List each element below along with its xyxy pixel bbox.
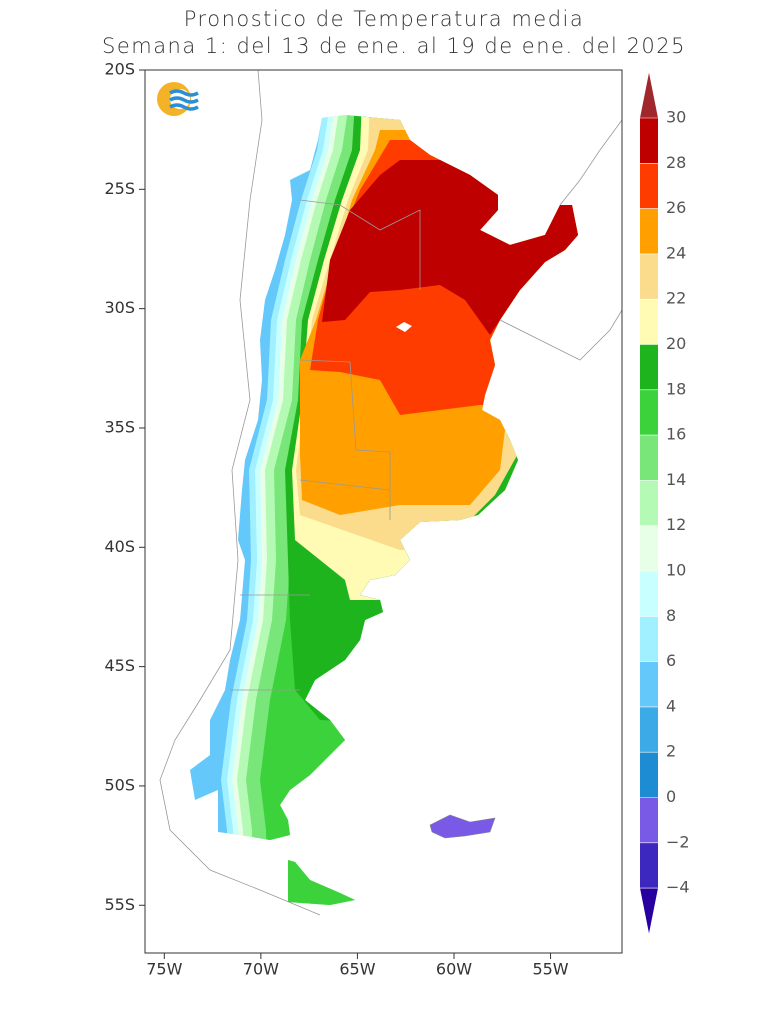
title-line: Pronostico de Temperatura media [184,7,585,31]
colorbar-label: 22 [666,289,686,308]
colorbar-label: 4 [666,696,676,715]
colorbar-end [640,888,658,934]
colorbar-band [640,525,658,571]
colorbar-band [640,661,658,707]
colorbar-label: −2 [666,832,690,851]
colorbar-band [640,299,658,345]
colorbar-label: 2 [666,742,676,761]
colorbar-band [640,480,658,526]
colorbar-band [640,389,658,436]
colorbar-label: 8 [666,606,676,625]
borders [159,69,623,916]
colorbar-label: 14 [666,470,686,489]
colorbar-label: 12 [666,515,686,534]
x-tick-label: 55W [532,960,568,979]
colorbar-label: 24 [666,243,686,262]
y-tick-label: 45S [104,656,135,675]
colorbar-band [640,208,658,254]
brazil-border [559,119,623,206]
colorbar-band [640,118,658,164]
logo [157,82,199,116]
province-borders [230,199,421,691]
colorbar-label: 18 [666,379,686,398]
map-frame [144,69,623,954]
falkland-islands [429,814,496,839]
x-tick-label: 60W [436,960,472,979]
logo-waves [169,89,199,111]
y-tick-label: 35S [104,417,135,436]
y-tick-label: 55S [104,895,135,914]
colorbar-label: 26 [666,198,686,217]
colorbar-label: 28 [666,153,686,172]
field-band [322,160,578,335]
chile-coast [159,69,321,916]
colorbar-label: 30 [666,108,686,127]
colorbar-label: 20 [666,334,686,353]
y-tick-label: 25S [104,179,135,198]
colorbar-band [640,616,658,662]
y-tick-label: 20S [104,60,135,79]
field-gap [396,322,412,332]
colorbar-band [640,163,658,209]
colorbar-band [640,253,658,300]
colorbar-end [640,72,658,118]
uruguay-coast [499,309,623,361]
y-tick-label: 40S [104,537,135,556]
colorbar-label: −4 [666,878,690,897]
x-tick-label: 65W [339,960,375,979]
colorbar-band [640,344,658,390]
title-line: Semana 1: del 13 de ene. al 19 de ene. d… [102,34,686,58]
colorbar-band [640,706,658,753]
y-tick-label: 30S [104,298,135,317]
x-tick-label: 75W [146,960,182,979]
x-tick-label: 70W [243,960,279,979]
colorbar-band [640,571,658,617]
colorbar-band [640,752,658,798]
colorbar-band [640,797,658,843]
colorbar-band [640,435,658,481]
colorbar-label: 10 [666,561,686,580]
colorbar-label: 6 [666,651,676,670]
y-tick-label: 50S [104,775,135,794]
colorbar-band [640,842,658,889]
colorbar-label: 16 [666,425,686,444]
colorbar-label: 0 [666,787,676,806]
